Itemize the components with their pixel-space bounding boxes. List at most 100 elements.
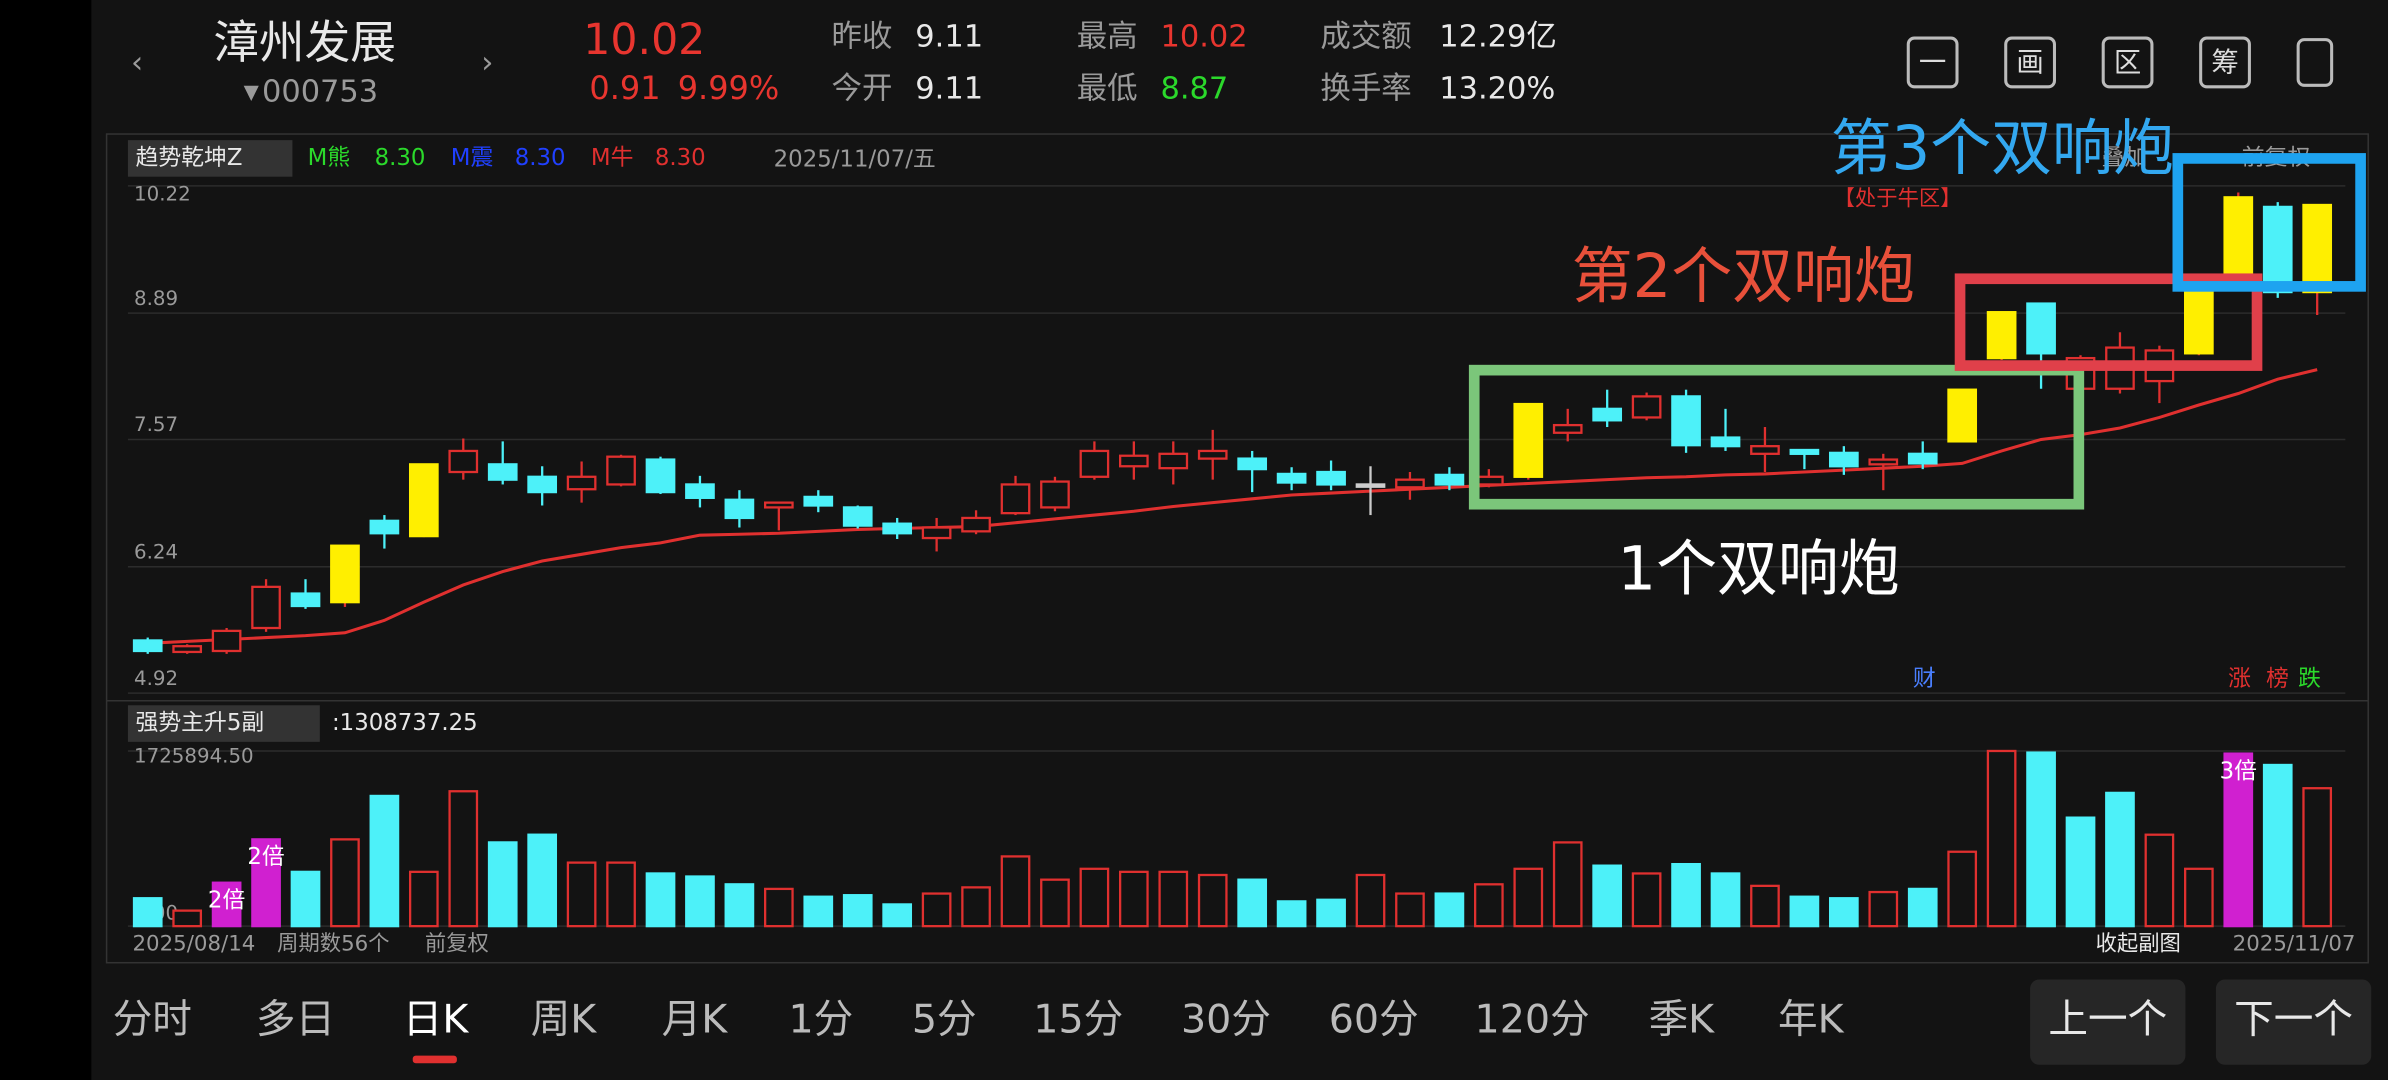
volume-bar [1671,862,1701,928]
volume-reading: :1308737.25 [332,710,478,736]
badge[interactable]: 跌 [2298,666,2321,692]
candle-body [842,506,873,527]
volume-bar [1434,892,1465,928]
volume-bar [1750,884,1780,928]
legend-value: 8.30 [515,145,566,171]
indicator-box[interactable] [127,140,293,177]
y-tick-label: 7.57 [134,413,178,436]
candle-body [1868,458,1899,466]
candle-body [1316,470,1346,486]
stat-value: 10.02 [1160,20,1247,55]
volume-bar [251,838,281,928]
candle-body [1040,480,1070,509]
candle-body [330,544,360,604]
badge[interactable]: 财 [1913,666,1936,692]
volume-bar [1118,870,1149,928]
tab[interactable]: 季K [1649,997,1716,1043]
volume-bar [1986,749,2017,928]
volume-bar [2223,752,2254,928]
change-pct: 9.99% [678,69,780,107]
next-button[interactable]: 下一个 [2234,997,2353,1043]
tab[interactable]: 多日 [256,997,335,1043]
stat-label: 最高 [1077,20,1138,55]
candle-body [1079,449,1110,478]
indicator[interactable]: 趋势乾坤Z [136,145,243,171]
tab[interactable]: 年K [1778,997,1845,1043]
tool-label[interactable]: 筹 [2211,47,2238,78]
candle-body [882,522,913,535]
volume-bar [645,872,676,928]
badge[interactable]: 涨 [2228,666,2251,692]
stock-code: 000753 [262,74,378,109]
tabs: 分时 多日 日K 周K 月K 1分 5分 15分 30分 60分 120分 季K 年K [113,997,1845,1064]
dropdown-icon[interactable]: ▼ [244,80,260,103]
tab[interactable]: 60分 [1329,997,1419,1043]
volume-note: 3倍 [2220,758,2257,784]
candle-body [172,645,203,654]
prev-stock[interactable]: ‹ [131,45,143,80]
tool-label[interactable]: 画 [2016,47,2043,78]
stat-label: 最低 [1077,71,1138,106]
candle-body [1118,454,1149,468]
button-bg[interactable] [2215,979,2372,1065]
candle-body [1552,423,1583,434]
indicator-box[interactable] [127,705,320,742]
annotation: 1个双响炮 [1617,533,1899,604]
collapse[interactable]: 收起副图 [2096,931,2181,956]
next-stock[interactable]: › [481,45,493,80]
tool-box[interactable] [2101,36,2154,89]
tab[interactable]: 周K [531,997,598,1043]
volume-bar [1828,897,1859,928]
volume-bar [1237,878,1268,928]
candle-body [2302,203,2333,294]
tab[interactable]: 15分 [1033,997,1123,1043]
tool-box[interactable] [2004,36,2056,89]
volume-bar [2302,787,2333,928]
candle-body [1434,473,1465,486]
y-tick-label: 6.24 [134,541,178,564]
volume-bar [487,841,518,928]
candle-body [2183,288,2214,355]
volume-bar [1473,883,1504,928]
candle-body [685,483,715,499]
volume-bar [2183,867,2214,928]
legend-name: M熊 [308,145,351,171]
stat-value: 9.11 [915,20,983,55]
rotate-icon[interactable] [2296,38,2334,87]
legend-name: M震 [451,145,494,171]
tab[interactable]: 5分 [912,997,977,1043]
volume-bar [1947,850,1978,928]
price: 10.02 [583,15,705,65]
candle-body [527,475,558,494]
volume-note: 2倍 [247,844,284,870]
volume-bar [842,894,873,928]
candle-body [211,629,242,653]
volume-bar [369,794,400,928]
tool-box[interactable] [1906,36,1959,89]
ma-line [147,368,2318,645]
volume-indicator[interactable]: 强势主升5副 [136,710,265,736]
tool-box[interactable] [2199,36,2251,89]
tab[interactable]: 月K [662,997,729,1043]
tab[interactable]: 日K [403,997,470,1043]
plot: 10.228.897.576.244.921725894.500.002倍2倍3… [127,182,2346,928]
stat-value: 9.11 [915,71,983,106]
volume-bar [1355,873,1386,928]
volume-bar [1316,898,1346,928]
tab[interactable]: 分时 [113,997,192,1043]
tab[interactable]: 30分 [1181,997,1271,1043]
button-bg[interactable] [2030,979,2186,1065]
legend-name: M牛 [591,145,634,171]
overlay[interactable]: 叠加 [2102,145,2148,171]
candle-body [724,498,755,520]
volume-bar [408,870,439,928]
prev-button[interactable]: 上一个 [2048,997,2167,1043]
tab[interactable]: 1分 [788,997,853,1043]
tool-label[interactable]: 一 [1919,47,1946,78]
tab[interactable]: 120分 [1475,997,1590,1043]
badge[interactable]: 榜 [2266,666,2289,692]
volume-bar [1907,887,1938,928]
tool-label[interactable]: 区 [2114,47,2141,78]
candle-body [369,519,400,535]
